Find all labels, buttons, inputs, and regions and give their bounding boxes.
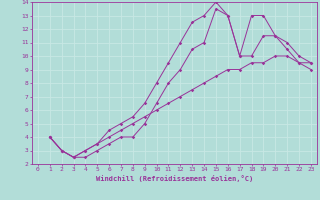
X-axis label: Windchill (Refroidissement éolien,°C): Windchill (Refroidissement éolien,°C) bbox=[96, 175, 253, 182]
